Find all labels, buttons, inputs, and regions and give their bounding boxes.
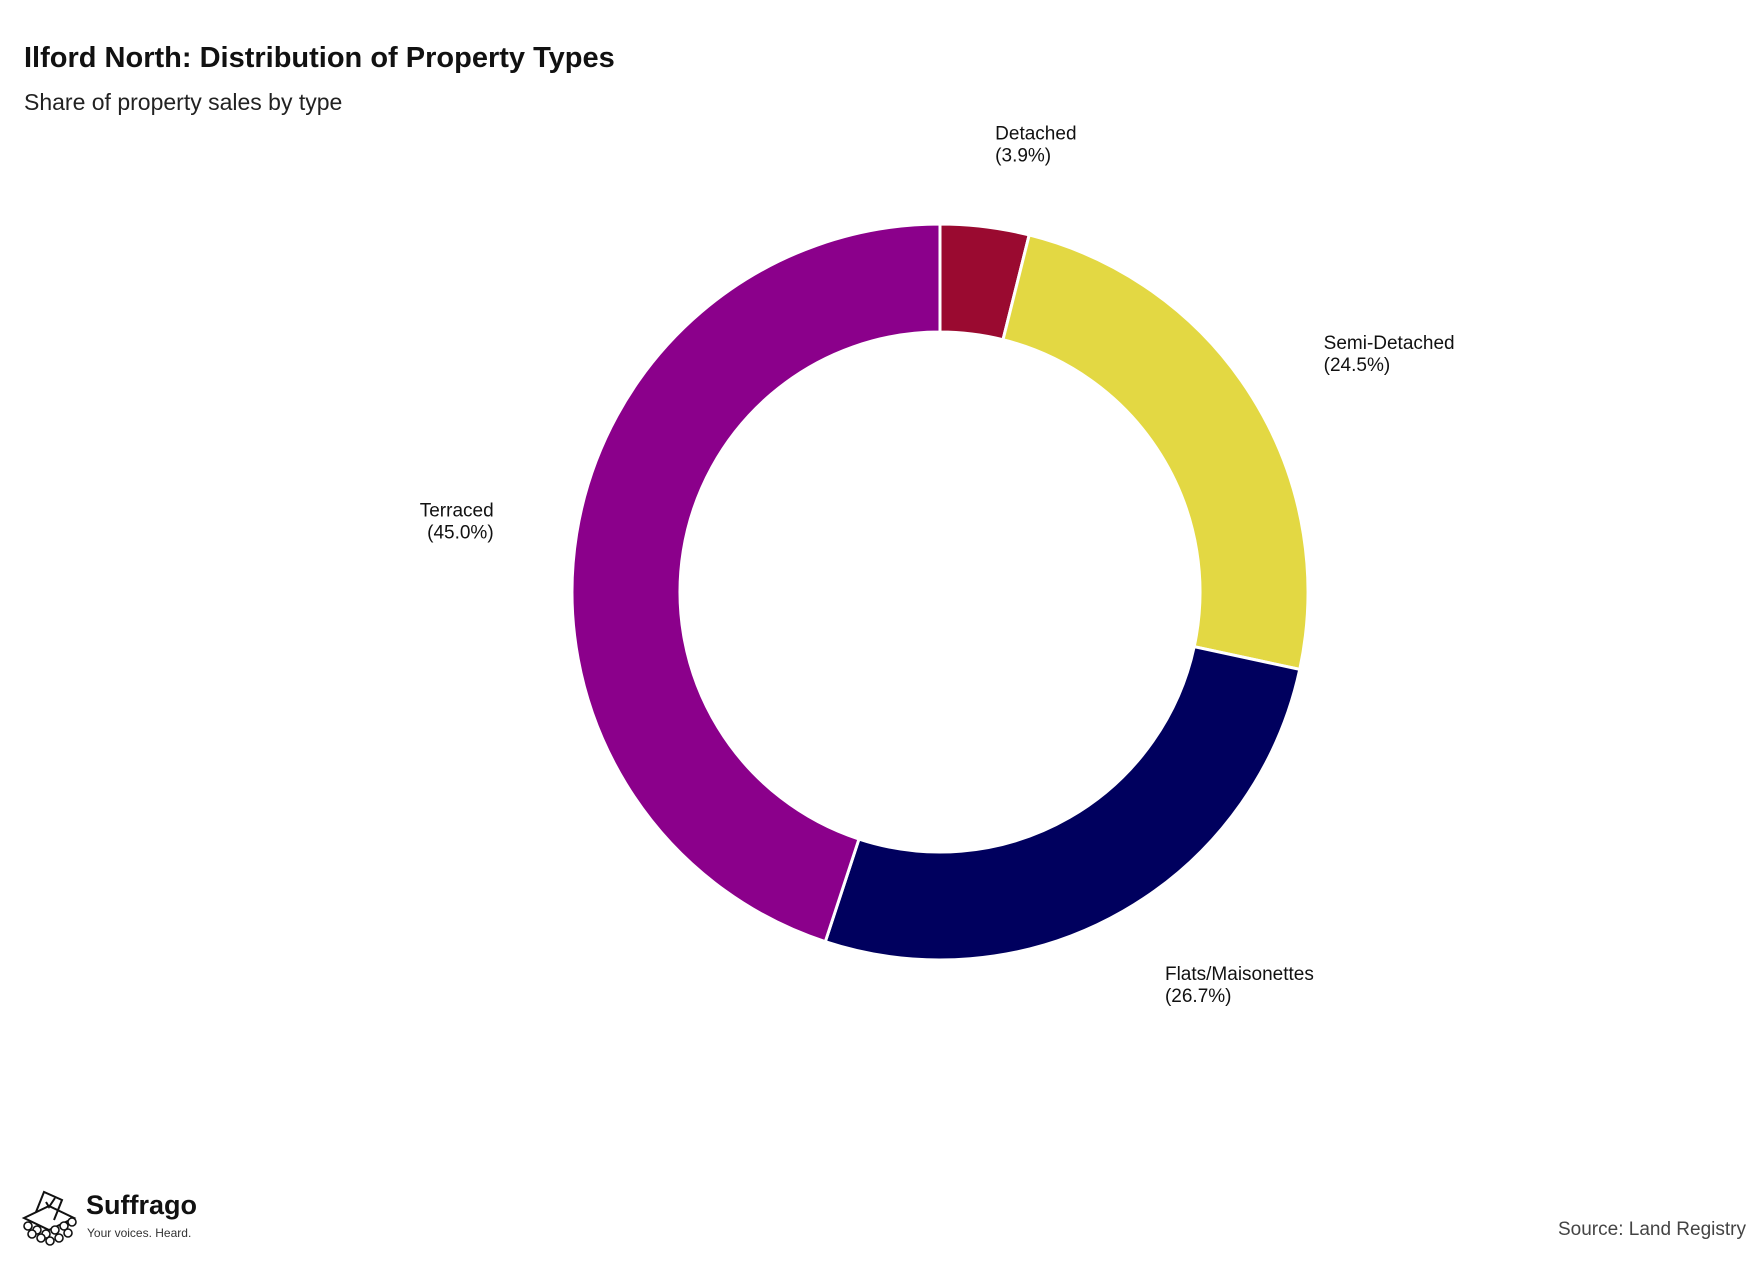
source-note: Source: Land Registry — [1558, 1219, 1746, 1240]
slices-layer — [570, 222, 1310, 962]
labels-layer: Detached (3.9%) Semi-Detached (24.5%) Flats/… — [420, 123, 1455, 1007]
brand-name: Suffrago — [86, 1190, 197, 1220]
slice-terraced — [570, 222, 942, 944]
slice-label-flats-maisonettes: Flats/Maisonettes (26.7%) — [1165, 964, 1314, 1007]
ballot-box-logo-icon — [21, 1190, 77, 1246]
chart-subtitle: Share of property sales by type — [24, 89, 343, 115]
slice-label-terraced: Terraced (45.0%) — [420, 501, 494, 544]
slice-flats-maisonettes — [823, 644, 1302, 962]
slice-label-semi-detached: Semi-Detached (24.5%) — [1324, 333, 1455, 376]
brand: Suffrago Your voices. Heard. — [16, 1188, 216, 1248]
slice-label-detached: Detached (3.9%) — [995, 123, 1076, 166]
brand-tagline: Your voices. Heard. — [87, 1226, 192, 1240]
slice-semi-detached — [1001, 233, 1310, 672]
chart-title: Ilford North: Distribution of Property T… — [24, 42, 615, 74]
